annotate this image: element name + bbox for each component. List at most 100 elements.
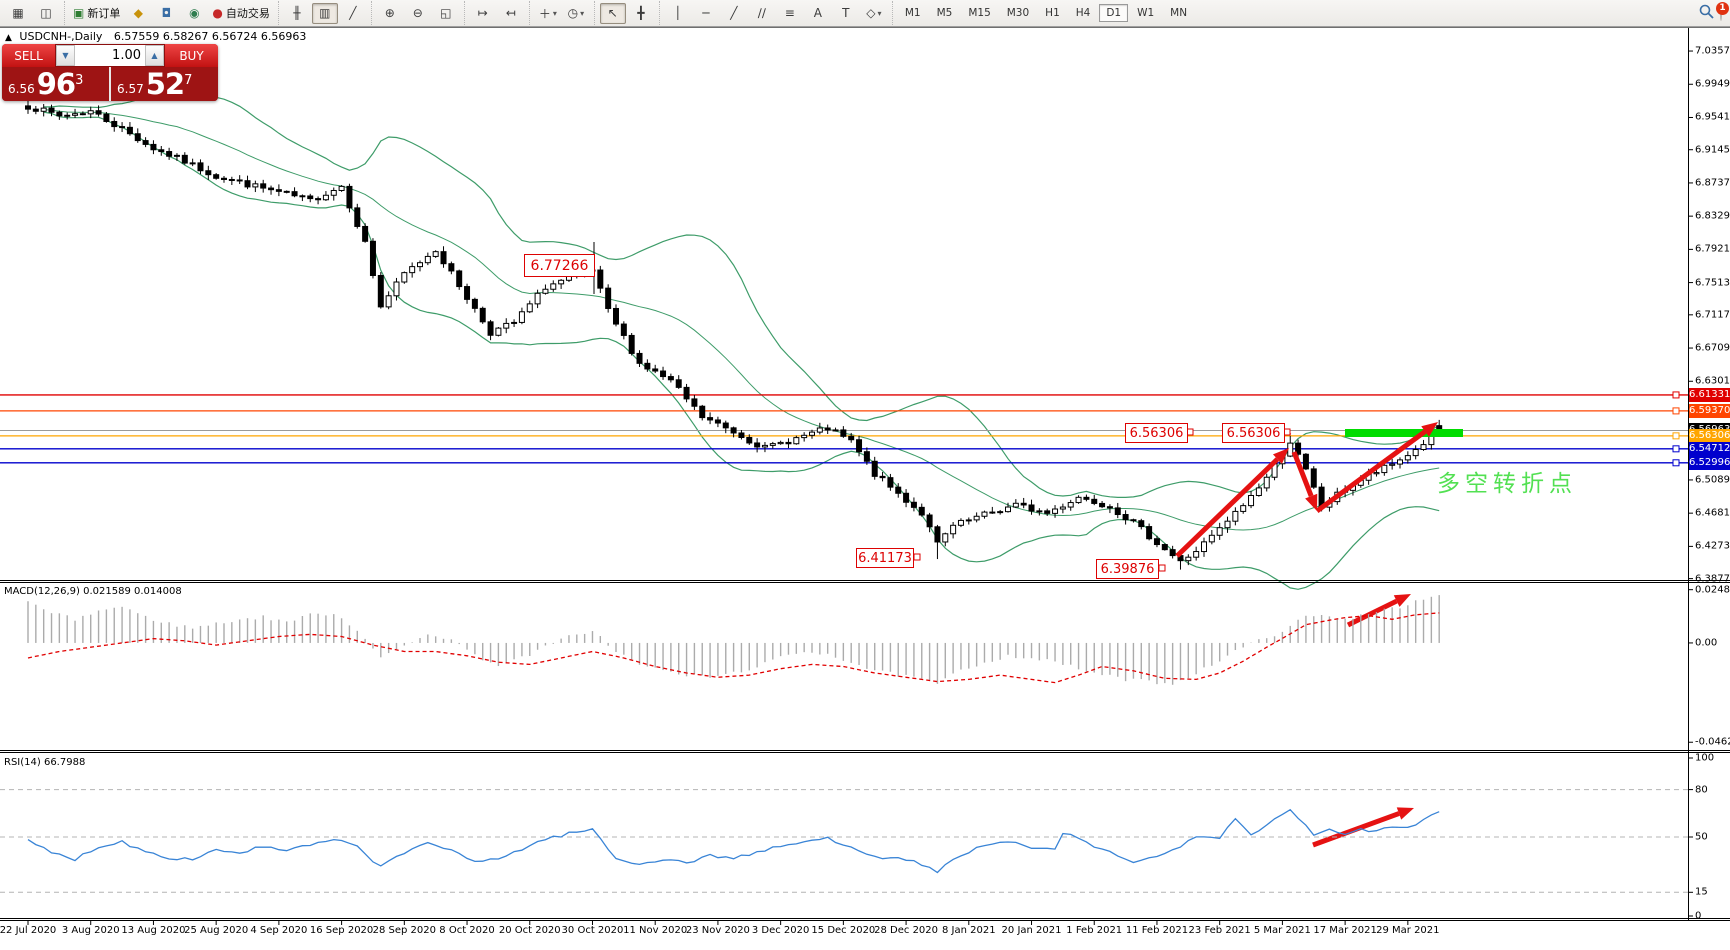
timeframe-m5[interactable]: M5	[936, 7, 953, 19]
volume-input[interactable]	[75, 45, 145, 66]
trend-arrow[interactable]	[1291, 451, 1314, 498]
history-broom-icon[interactable]: ◆	[125, 3, 151, 24]
vertical-line-icon[interactable]: │	[665, 3, 691, 24]
chevron-down-icon[interactable]: ▾	[580, 8, 585, 18]
bearish-candle	[346, 185, 353, 209]
bearish-candle	[283, 190, 290, 193]
chart-shift-icon[interactable]: ↤	[498, 3, 524, 24]
price-tick-label: 6.50890	[1695, 474, 1730, 486]
candlestick-chart-icon[interactable]: ▥	[311, 2, 338, 24]
horizontal-line-icon[interactable]: ─	[693, 3, 719, 24]
ask-price[interactable]: 6.57 52 7	[111, 67, 218, 101]
trend-arrow[interactable]	[1312, 811, 1400, 848]
bearish-candle	[369, 240, 376, 276]
bearish-candle	[440, 251, 447, 265]
auto-scroll-icon: ↦	[477, 6, 488, 20]
zoom-out-icon: ⊖	[412, 6, 423, 20]
chat-icon[interactable]: 1	[1716, 2, 1729, 21]
price-annotation-box[interactable]: 6.56306	[1125, 423, 1188, 443]
charts-window-icon[interactable]: ▦	[5, 3, 31, 24]
green-highlight-bar[interactable]	[1345, 429, 1463, 437]
bearish-candle	[683, 386, 690, 400]
line-handle[interactable]	[1672, 407, 1680, 415]
bullish-candle	[1185, 556, 1192, 562]
bearish-candle	[228, 178, 235, 181]
notification-badge: 1	[1716, 2, 1729, 15]
trend-arrow[interactable]	[1175, 457, 1280, 558]
timeframe-d1[interactable]: D1	[1099, 4, 1129, 22]
bearish-candle	[746, 437, 753, 444]
timeframe-h1[interactable]: H1	[1045, 7, 1060, 19]
trend-arrow[interactable]	[1315, 429, 1427, 514]
new-order-icon[interactable]: ▣ 新订单	[70, 3, 123, 24]
bar-chart-icon[interactable]: ╫	[284, 3, 310, 24]
collapse-panel-icon[interactable]: ▲	[5, 33, 12, 43]
annotation-handle[interactable]	[1158, 564, 1166, 572]
market-watch-icon[interactable]: ◘	[153, 3, 179, 24]
bullish-candle	[1389, 463, 1396, 466]
label-icon[interactable]: T	[833, 3, 859, 24]
price-annotation-box[interactable]: 6.56306	[1222, 423, 1285, 443]
autotrading-icon[interactable]: ● 自动交易	[209, 3, 272, 24]
timeframe-m15[interactable]: M15	[968, 7, 991, 19]
trend-arrow-head	[1272, 448, 1289, 464]
chevron-down-icon[interactable]: ▾	[877, 8, 882, 18]
shapes-icon[interactable]: ◇ ▾	[861, 3, 887, 24]
trendline-icon[interactable]: ╱	[721, 3, 747, 24]
tile-windows-icon[interactable]: ◱	[433, 3, 459, 24]
price-annotation-box[interactable]: 6.39876	[1096, 559, 1159, 579]
text-icon[interactable]: A	[805, 3, 831, 24]
bearish-candle	[56, 111, 63, 117]
line-handle[interactable]	[1672, 459, 1680, 467]
bullish-candle	[981, 511, 988, 517]
bullish-candle	[965, 519, 972, 522]
charts-window-icon: ▦	[12, 6, 24, 20]
line-handle[interactable]	[1672, 391, 1680, 399]
zoom-out-icon[interactable]: ⊖	[405, 3, 431, 24]
bullish-candle	[503, 322, 510, 329]
rsi-tick-label: 0	[1695, 910, 1702, 922]
one-click-trading-panel: SELL ▼ ▲ BUY 6.56 96 3 6.57 52 7	[2, 44, 218, 101]
bearish-candle	[126, 126, 133, 135]
horizontal-level-lines[interactable]	[0, 391, 1688, 467]
zoom-in-icon[interactable]: ⊕	[377, 3, 403, 24]
bearish-candle	[1091, 498, 1098, 504]
price-annotation-box[interactable]: 6.77266	[524, 254, 595, 277]
chart-annotations[interactable]	[593, 242, 1463, 848]
timeframe-m30[interactable]: M30	[1006, 7, 1030, 19]
line-handle[interactable]	[1672, 445, 1680, 453]
profiles-icon[interactable]: ◫	[33, 3, 59, 24]
cursor-icon[interactable]: ↖	[599, 2, 626, 24]
bearish-candle	[832, 429, 839, 432]
buy-button[interactable]: BUY	[165, 44, 218, 67]
fibonacci-icon[interactable]: ≡	[777, 3, 803, 24]
date-label: 1 Feb 2021	[1066, 925, 1123, 936]
price-annotation-box[interactable]: 6.41173	[856, 548, 914, 568]
timeframe-h4[interactable]: H4	[1075, 7, 1091, 19]
timeframe-m1[interactable]: M1	[904, 7, 921, 19]
trend-arrow[interactable]	[1346, 598, 1398, 628]
date-label: 8 Oct 2020	[439, 925, 495, 936]
turning-point-note[interactable]: 多空转折点	[1437, 471, 1577, 497]
crosshair-icon[interactable]: ╋	[628, 3, 654, 24]
timeframe-mn[interactable]: MN	[1170, 7, 1188, 19]
sell-button[interactable]: SELL	[2, 44, 55, 67]
line-chart-icon[interactable]: ╱	[340, 3, 366, 24]
periods-icon[interactable]: ◷ ▾	[563, 3, 589, 24]
auto-scroll-icon[interactable]: ↦	[470, 3, 496, 24]
bullish-candle	[40, 107, 47, 112]
annotation-handle[interactable]	[913, 553, 921, 561]
timeframe-w1[interactable]: W1	[1137, 7, 1155, 19]
bid-price[interactable]: 6.56 96 3	[2, 67, 111, 101]
bullish-candle	[1067, 502, 1074, 508]
chevron-down-icon[interactable]: ▾	[552, 8, 557, 18]
indicators-icon[interactable]: ＋ ▾	[535, 3, 561, 24]
bollinger-upper-line	[43, 92, 1440, 498]
volume-decrease-button[interactable]: ▼	[56, 45, 75, 66]
search-icon[interactable]	[1699, 4, 1714, 22]
channel-icon[interactable]: ∕∕	[749, 3, 775, 24]
signals-icon[interactable]: ◉	[181, 3, 207, 24]
volume-increase-button[interactable]: ▲	[145, 45, 164, 66]
line-handle[interactable]	[1672, 432, 1680, 440]
